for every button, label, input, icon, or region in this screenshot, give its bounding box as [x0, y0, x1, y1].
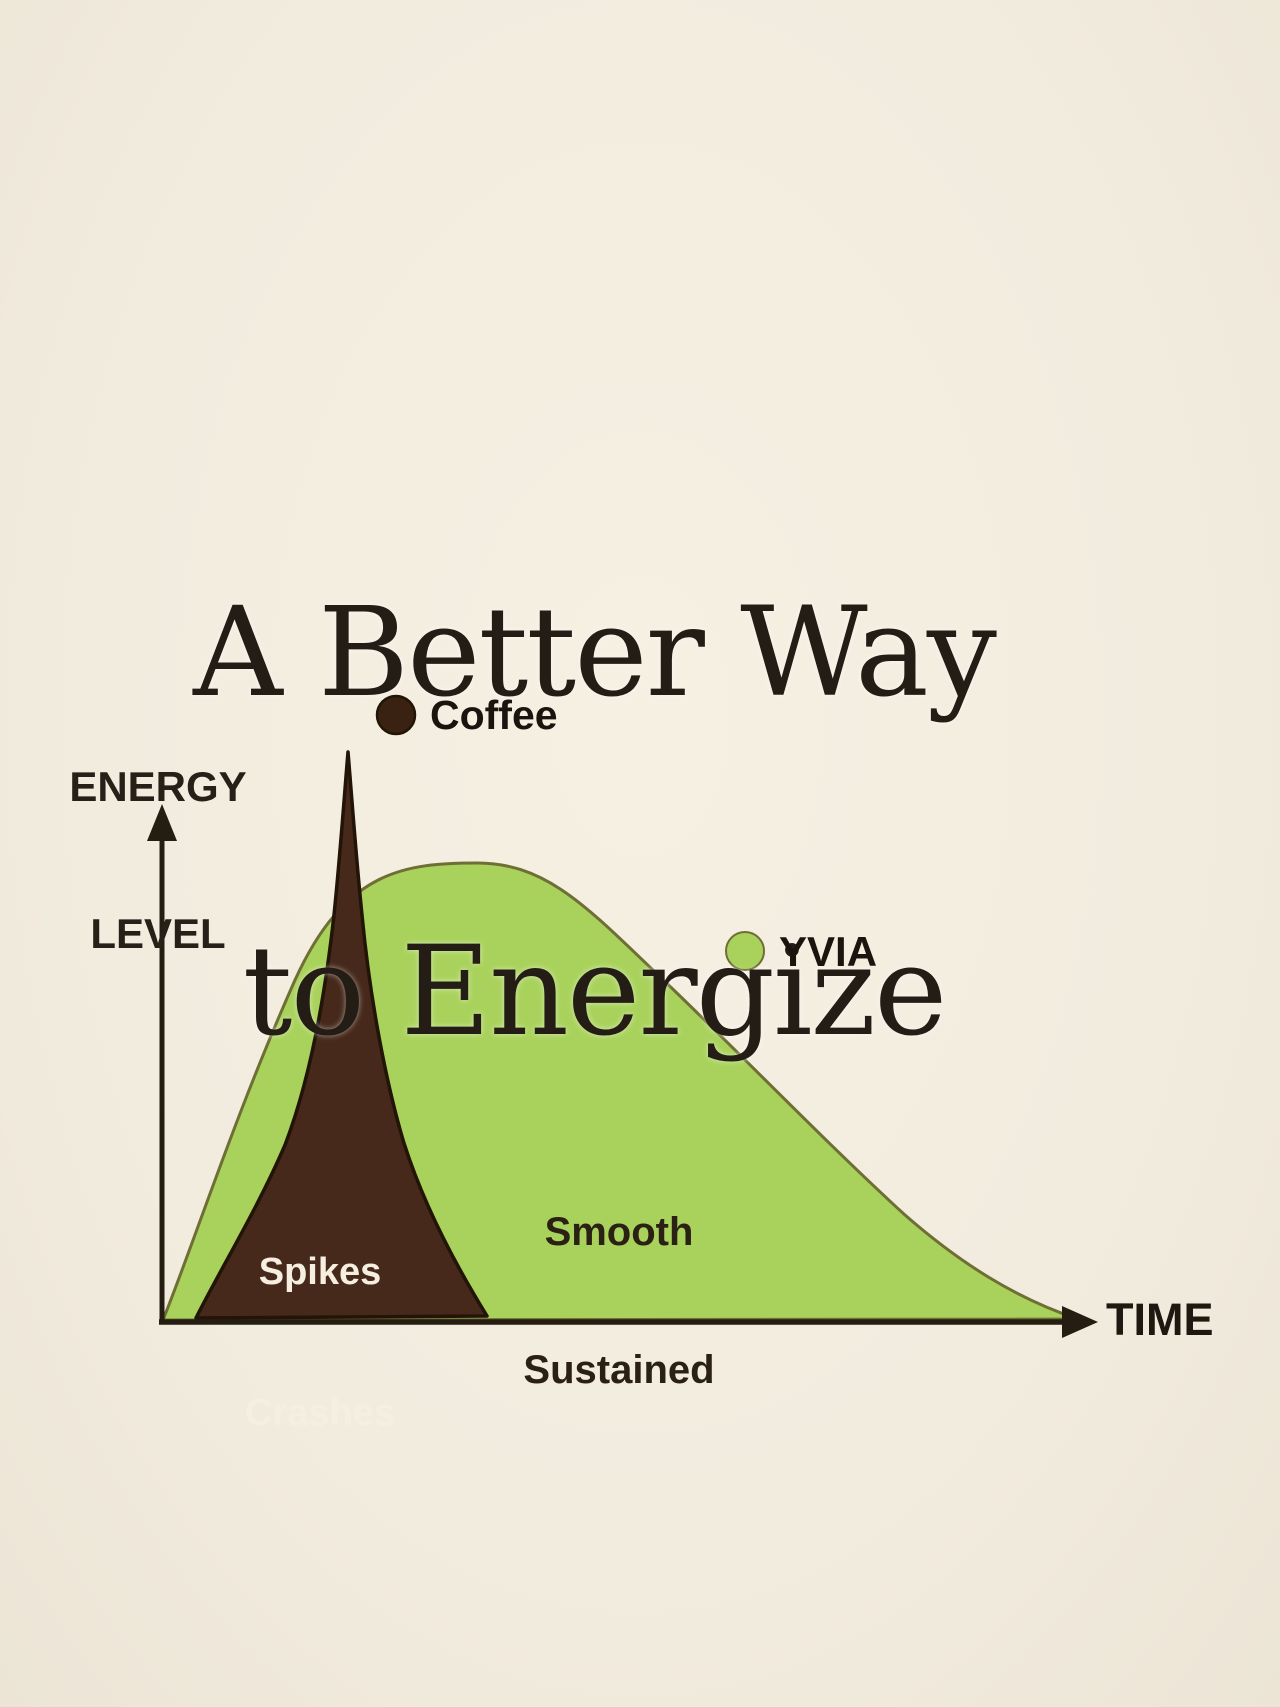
y-axis-arrow-icon — [147, 804, 177, 841]
coffee-annotation-line2: Crashes — [245, 1392, 395, 1434]
chart-title-line2: to Energize — [242, 920, 948, 1064]
y-axis-label: ENERGY LEVEL — [46, 664, 270, 1056]
yvia-legend-label: YVIA — [779, 928, 878, 975]
yvia-annotation-line2: Sustained — [523, 1348, 715, 1392]
chart-title: A Better Way to Energize — [0, 371, 1188, 1275]
x-axis-label: TIME — [1106, 1294, 1214, 1345]
yvia-annotation: Smooth Sustained — [512, 1117, 726, 1485]
chart-title-line1: A Better Way — [193, 581, 997, 725]
yvia-legend-dot-icon — [725, 931, 765, 971]
coffee-legend-dot-icon — [375, 694, 417, 736]
y-axis-label-line2: LEVEL — [90, 910, 226, 957]
coffee-curve — [194, 750, 489, 1320]
yvia-annotation-line1: Smooth — [544, 1210, 694, 1254]
coffee-annotation: Spikes Crashes — [216, 1155, 424, 1531]
y-axis-label-line1: ENERGY — [69, 763, 247, 810]
x-axis-arrow-icon — [1062, 1306, 1098, 1338]
coffee-legend-label: Coffee — [430, 692, 558, 738]
coffee-annotation-line1: Spikes — [258, 1251, 382, 1293]
